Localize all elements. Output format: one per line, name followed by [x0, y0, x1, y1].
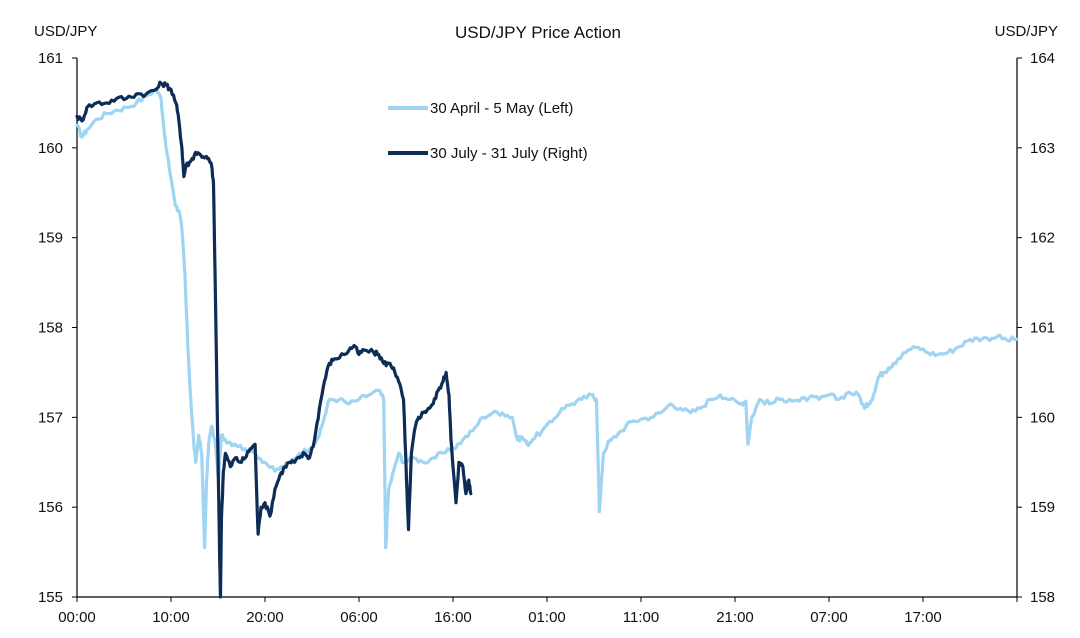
y-left-tick-label: 156: [38, 499, 63, 516]
y-left-tick-label: 155: [38, 589, 63, 606]
y-right-ticks: 158 159 160 161 162 163 164: [1017, 50, 1055, 606]
x-tick-label: 20:00: [246, 609, 284, 626]
x-tick-label: 17:00: [904, 609, 942, 626]
x-tick-label: 01:00: [528, 609, 566, 626]
x-tick-label: 11:00: [623, 609, 659, 626]
series-line-april-may: [75, 87, 1019, 550]
legend: 30 April - 5 May (Left) 30 July - 31 July…: [388, 100, 588, 162]
y-right-tick-label: 162: [1030, 230, 1055, 247]
y-right-tick-label: 160: [1030, 409, 1055, 426]
chart-title: USD/JPY Price Action: [455, 23, 621, 42]
y-left-tick-label: 158: [38, 320, 63, 337]
legend-label: 30 April - 5 May (Left): [430, 100, 573, 117]
y-left-ticks: 155 156 157 158 159 160 161: [38, 50, 77, 606]
y-right-tick-label: 163: [1030, 140, 1055, 157]
x-tick-label: 16:00: [434, 609, 472, 626]
series-layer: [75, 80, 1019, 599]
legend-label: 30 July - 31 July (Right): [430, 145, 588, 162]
x-tick-label: 06:00: [340, 609, 378, 626]
y-left-axis-title: USD/JPY: [34, 23, 97, 40]
y-right-tick-label: 158: [1030, 589, 1055, 606]
y-left-tick-label: 160: [38, 140, 63, 157]
y-right-axis-title: USD/JPY: [995, 23, 1058, 40]
y-right-tick-label: 164: [1030, 50, 1055, 67]
series-line-july: [75, 80, 473, 599]
x-tick-label: 07:00: [810, 609, 848, 626]
y-left-tick-label: 159: [38, 230, 63, 247]
x-tick-label: 00:00: [58, 609, 96, 626]
x-tick-label: 10:00: [152, 609, 190, 626]
y-right-tick-label: 159: [1030, 499, 1055, 516]
y-left-tick-label: 161: [38, 50, 63, 67]
y-right-tick-label: 161: [1030, 320, 1055, 337]
x-tick-label: 21:00: [716, 609, 754, 626]
y-left-tick-label: 157: [38, 409, 63, 426]
x-ticks: 00:00 10:00 20:00 06:00 16:00 01:00 11:00 21:00…: [58, 597, 1018, 626]
